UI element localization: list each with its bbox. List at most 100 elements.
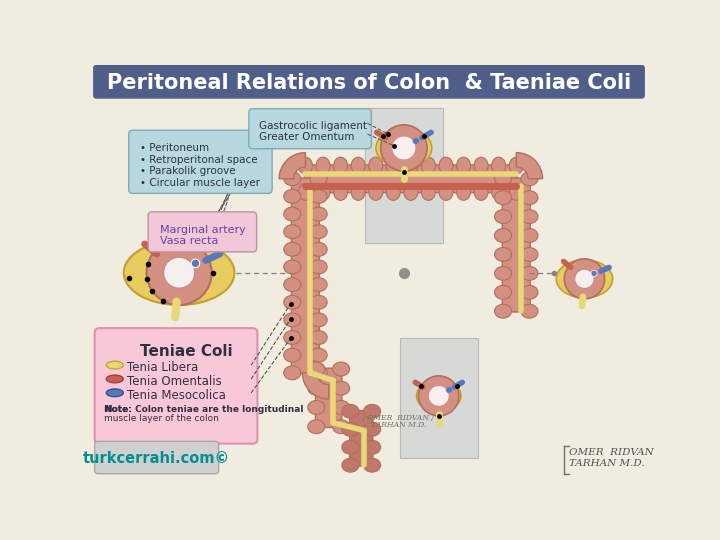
Text: / OMER  RIDVAN /: / OMER RIDVAN / [362, 414, 434, 422]
Ellipse shape [404, 184, 418, 200]
Text: TARHAN M.D.: TARHAN M.D. [371, 421, 426, 429]
Ellipse shape [124, 240, 235, 305]
Ellipse shape [107, 389, 123, 397]
FancyBboxPatch shape [365, 108, 443, 242]
Text: Teniae Coli: Teniae Coli [140, 343, 233, 359]
Text: • Retroperitonal space: • Retroperitonal space [140, 155, 258, 165]
Ellipse shape [316, 184, 330, 200]
Ellipse shape [310, 225, 327, 239]
Ellipse shape [310, 295, 327, 309]
Ellipse shape [456, 157, 471, 174]
Ellipse shape [284, 313, 301, 327]
Ellipse shape [521, 266, 538, 280]
FancyBboxPatch shape [249, 109, 372, 148]
Ellipse shape [342, 404, 359, 418]
Ellipse shape [284, 190, 301, 204]
Circle shape [163, 257, 194, 288]
Ellipse shape [310, 190, 327, 204]
FancyBboxPatch shape [94, 328, 258, 444]
Ellipse shape [284, 366, 301, 380]
Ellipse shape [342, 422, 359, 436]
Ellipse shape [521, 285, 538, 299]
Ellipse shape [492, 157, 505, 174]
Ellipse shape [495, 247, 512, 261]
FancyBboxPatch shape [315, 368, 342, 428]
Ellipse shape [310, 313, 327, 327]
Ellipse shape [310, 366, 327, 380]
Ellipse shape [342, 458, 359, 472]
Text: Vasa recta: Vasa recta [160, 236, 218, 246]
Ellipse shape [284, 242, 301, 256]
FancyBboxPatch shape [350, 410, 373, 466]
Ellipse shape [369, 184, 383, 200]
Text: Marginal artery: Marginal artery [160, 225, 246, 235]
Ellipse shape [284, 172, 301, 186]
Ellipse shape [474, 184, 488, 200]
Ellipse shape [333, 381, 350, 395]
Ellipse shape [521, 210, 538, 224]
Circle shape [446, 387, 452, 393]
Ellipse shape [342, 440, 359, 454]
Ellipse shape [521, 172, 538, 186]
Circle shape [413, 138, 419, 144]
Ellipse shape [310, 242, 327, 256]
Ellipse shape [521, 247, 538, 261]
Ellipse shape [417, 380, 461, 412]
Ellipse shape [369, 157, 383, 174]
Text: turkcerrahi.com©: turkcerrahi.com© [83, 451, 230, 466]
FancyBboxPatch shape [94, 441, 219, 474]
Circle shape [591, 271, 597, 276]
Circle shape [428, 386, 449, 406]
Text: Note:: Note: [104, 405, 132, 414]
Text: Gastrocolic ligament: Gastrocolic ligament [259, 121, 367, 131]
Ellipse shape [439, 157, 453, 174]
Ellipse shape [364, 404, 381, 418]
Ellipse shape [495, 191, 512, 205]
Text: • Circular muscle layer: • Circular muscle layer [140, 178, 261, 188]
Ellipse shape [107, 375, 123, 383]
Text: • Parakolik groove: • Parakolik groove [140, 166, 236, 177]
Ellipse shape [376, 129, 432, 167]
Ellipse shape [351, 184, 365, 200]
Ellipse shape [310, 172, 327, 186]
FancyBboxPatch shape [148, 212, 256, 252]
FancyBboxPatch shape [129, 130, 272, 193]
Ellipse shape [333, 401, 350, 414]
Text: • Peritoneum: • Peritoneum [140, 143, 210, 153]
Ellipse shape [299, 157, 312, 174]
Ellipse shape [495, 172, 512, 186]
Ellipse shape [521, 191, 538, 205]
Text: Tenia Omentalis: Tenia Omentalis [127, 375, 222, 388]
Text: Tenia Libera: Tenia Libera [127, 361, 199, 374]
Ellipse shape [456, 184, 471, 200]
Text: Note: Colon teniae are the longitudinal: Note: Colon teniae are the longitudinal [104, 405, 303, 414]
FancyBboxPatch shape [93, 65, 645, 99]
Ellipse shape [284, 225, 301, 239]
Ellipse shape [521, 304, 538, 318]
Ellipse shape [495, 210, 512, 224]
Ellipse shape [495, 266, 512, 280]
Ellipse shape [421, 184, 436, 200]
Ellipse shape [284, 295, 301, 309]
Circle shape [575, 269, 594, 288]
Ellipse shape [509, 157, 523, 174]
Ellipse shape [364, 422, 381, 436]
Circle shape [392, 136, 416, 160]
FancyBboxPatch shape [503, 178, 530, 312]
Ellipse shape [310, 207, 327, 221]
Ellipse shape [492, 184, 505, 200]
Ellipse shape [557, 260, 613, 298]
Ellipse shape [495, 228, 512, 242]
Ellipse shape [387, 157, 400, 174]
Circle shape [564, 259, 605, 299]
Ellipse shape [284, 260, 301, 274]
Circle shape [418, 376, 459, 416]
Ellipse shape [284, 348, 301, 362]
Ellipse shape [495, 304, 512, 318]
Ellipse shape [310, 330, 327, 345]
Ellipse shape [521, 228, 538, 242]
Ellipse shape [310, 278, 327, 292]
FancyBboxPatch shape [400, 338, 477, 457]
Wedge shape [302, 373, 329, 399]
Circle shape [381, 125, 427, 171]
